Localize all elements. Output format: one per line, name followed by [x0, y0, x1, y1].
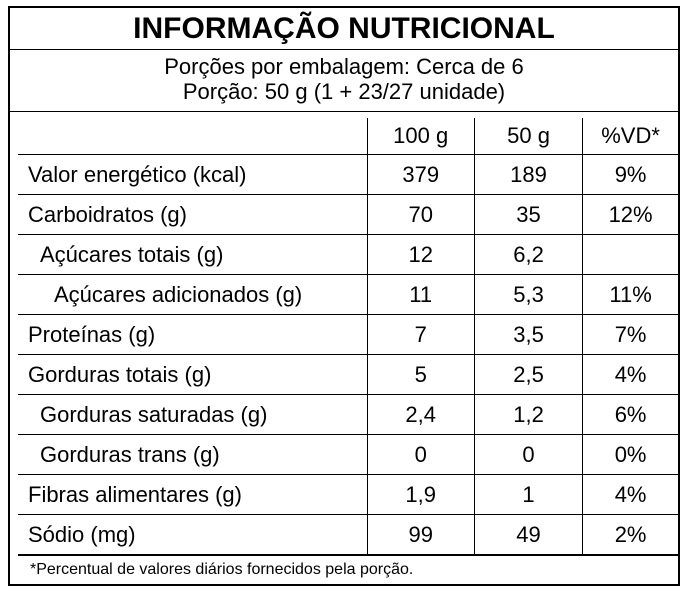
- nutrient-name: Proteínas (g): [18, 314, 368, 355]
- value-per-portion: 6,2: [473, 234, 584, 275]
- value-per-portion: 2,5: [473, 354, 584, 395]
- daily-value-percent: [582, 234, 678, 275]
- value-per-portion: 0: [473, 434, 584, 475]
- nutrition-table: 100 g 50 g %VD* Valor energético (kcal) 3…: [18, 118, 678, 556]
- daily-value-percent: 4%: [582, 474, 678, 515]
- table-row: Açúcares adicionados (g) 11 5,3 11%: [18, 274, 678, 315]
- header-per-portion: 50 g: [473, 118, 584, 155]
- value-per-100g: 0: [366, 434, 475, 475]
- label-title: INFORMAÇÃO NUTRICIONAL: [10, 8, 678, 50]
- daily-value-percent: 4%: [582, 354, 678, 395]
- value-per-portion: 1,2: [473, 394, 584, 435]
- nutrient-name: Valor energético (kcal): [18, 154, 368, 195]
- header-row: 100 g 50 g %VD*: [18, 118, 678, 155]
- table-row: Gorduras trans (g) 0 0 0%: [18, 434, 678, 475]
- daily-value-percent: 11%: [582, 274, 678, 315]
- nutrient-name: Gorduras totais (g): [18, 354, 368, 395]
- table-row: Gorduras saturadas (g) 2,4 1,2 6%: [18, 394, 678, 435]
- servings-per-package: Porções por embalagem: Cerca de 6: [164, 54, 524, 79]
- daily-value-percent: 9%: [582, 154, 678, 195]
- value-per-100g: 2,4: [366, 394, 475, 435]
- table-row: Valor energético (kcal) 379 189 9%: [18, 154, 678, 195]
- serving-info: Porções por embalagem: Cerca de 6 Porção…: [10, 50, 678, 112]
- value-per-100g: 11: [366, 274, 475, 315]
- table-row: Proteínas (g) 7 3,5 7%: [18, 314, 678, 355]
- nutrient-name: Carboidratos (g): [18, 194, 368, 235]
- value-per-portion: 5,3: [473, 274, 584, 315]
- value-per-100g: 5: [366, 354, 475, 395]
- header-nutrient: [18, 118, 368, 155]
- header-daily-value: %VD*: [582, 118, 678, 155]
- value-per-portion: 3,5: [473, 314, 584, 355]
- nutrition-facts-label: INFORMAÇÃO NUTRICIONAL Porções por embal…: [8, 6, 680, 586]
- nutrient-name: Açúcares totais (g): [18, 234, 368, 275]
- value-per-100g: 70: [366, 194, 475, 235]
- serving-size: Porção: 50 g (1 + 23/27 unidade): [182, 79, 506, 104]
- footnote: *Percentual de valores diários fornecido…: [30, 561, 414, 578]
- value-per-100g: 7: [366, 314, 475, 355]
- daily-value-percent: 6%: [582, 394, 678, 435]
- daily-value-percent: 12%: [582, 194, 678, 235]
- table-row: Açúcares totais (g) 12 6,2: [18, 234, 678, 275]
- table-row: Gorduras totais (g) 5 2,5 4%: [18, 354, 678, 395]
- value-per-100g: 99: [366, 514, 475, 556]
- table-row: Sódio (mg) 99 49 2%: [18, 514, 678, 556]
- value-per-100g: 1,9: [366, 474, 475, 515]
- nutrient-name: Fibras alimentares (g): [18, 474, 368, 515]
- value-per-100g: 379: [366, 154, 475, 195]
- nutrient-name: Gorduras trans (g): [18, 434, 368, 475]
- nutrient-name: Sódio (mg): [18, 514, 368, 556]
- table-row: Fibras alimentares (g) 1,9 1 4%: [18, 474, 678, 515]
- table-row: Carboidratos (g) 70 35 12%: [18, 194, 678, 235]
- daily-value-percent: 7%: [582, 314, 678, 355]
- nutrient-name: Gorduras saturadas (g): [18, 394, 368, 435]
- value-per-portion: 1: [473, 474, 584, 515]
- value-per-portion: 189: [473, 154, 584, 195]
- value-per-100g: 12: [366, 234, 475, 275]
- value-per-portion: 49: [473, 514, 584, 556]
- daily-value-percent: 2%: [582, 514, 678, 556]
- value-per-portion: 35: [473, 194, 584, 235]
- header-per-100g: 100 g: [366, 118, 475, 155]
- daily-value-percent: 0%: [582, 434, 678, 475]
- nutrient-name: Açúcares adicionados (g): [18, 274, 368, 315]
